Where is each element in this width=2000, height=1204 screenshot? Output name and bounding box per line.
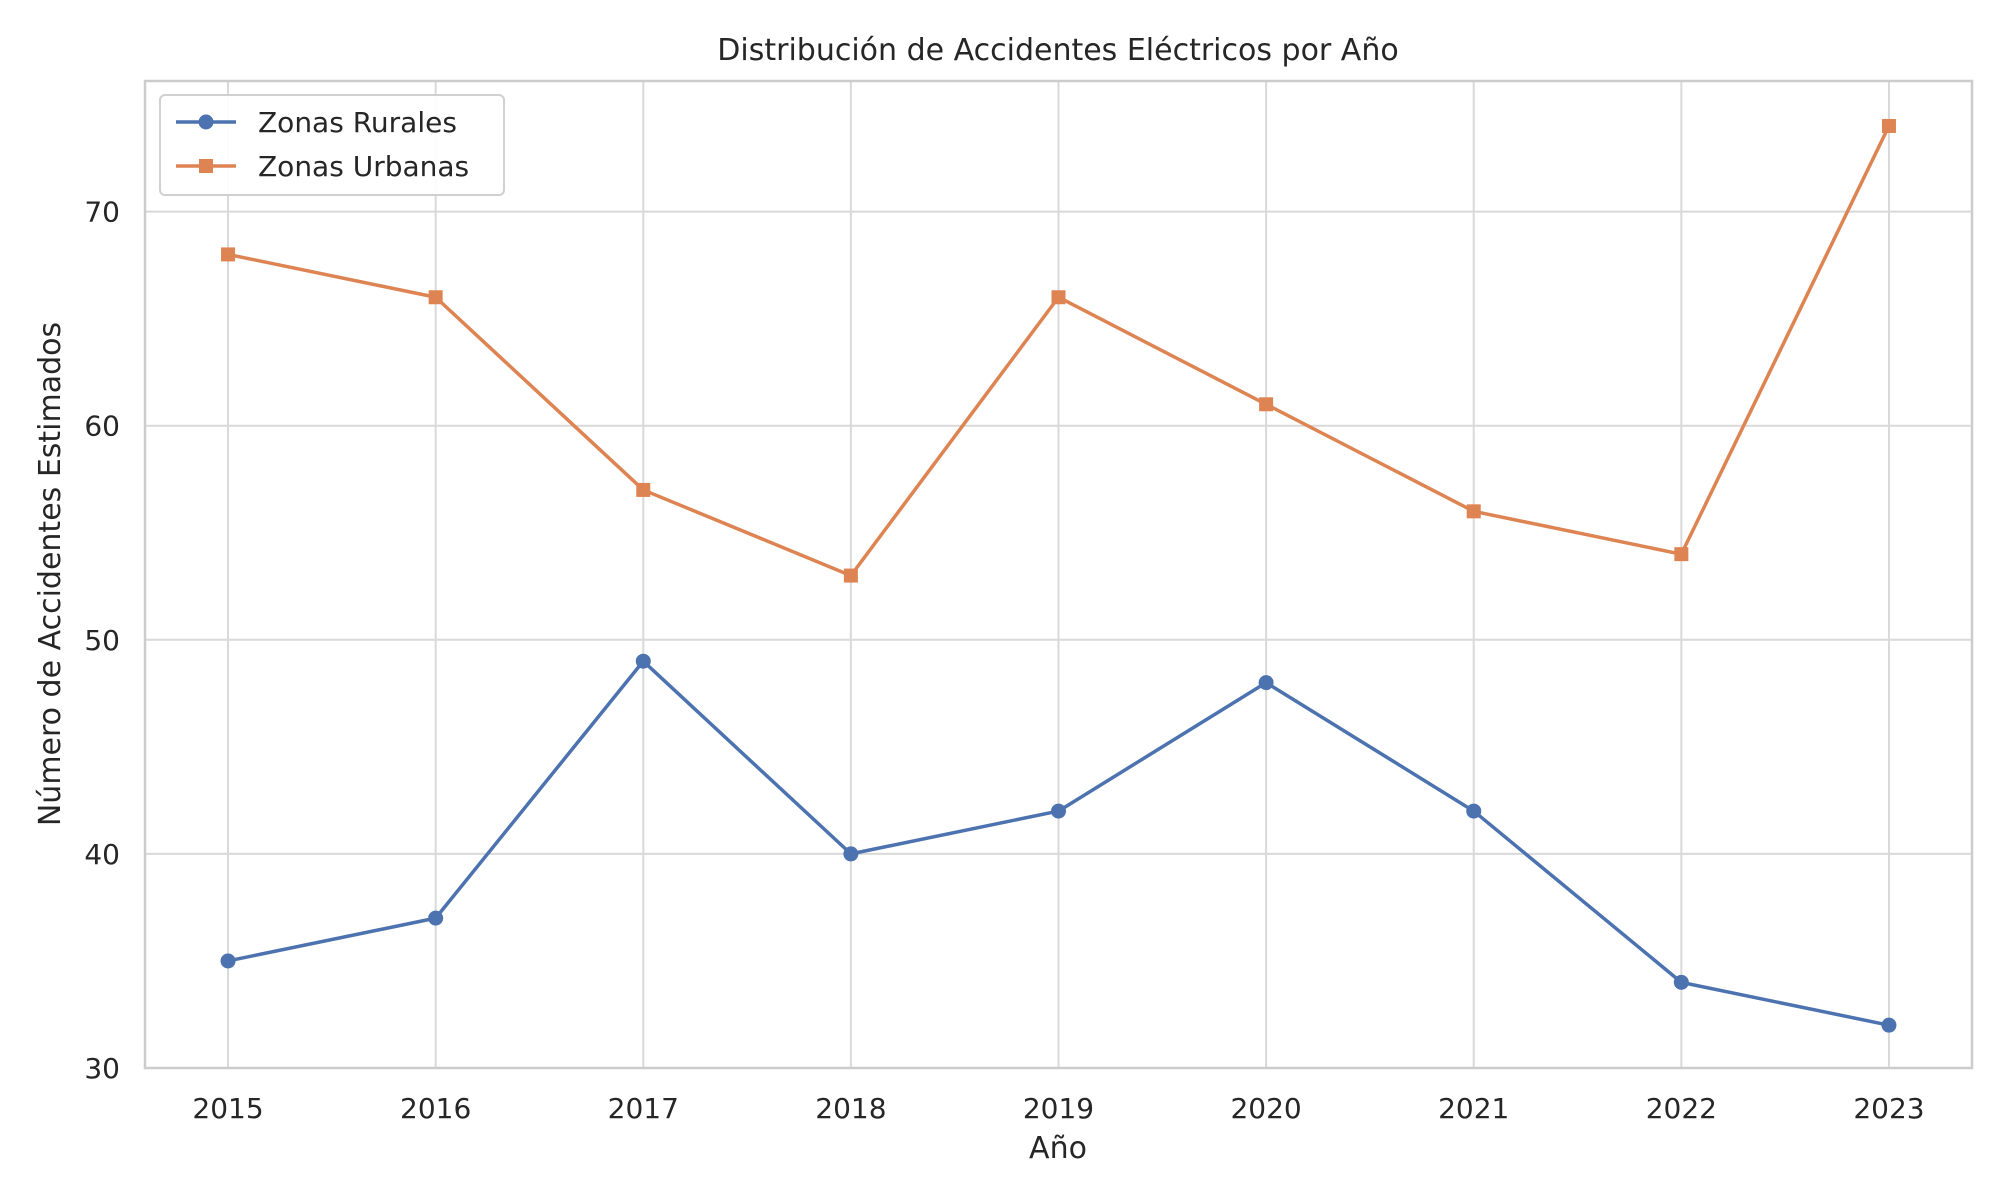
- data-point: [1466, 504, 1481, 519]
- x-tick-label: 2023: [1853, 1092, 1924, 1125]
- y-tick-label: 70: [84, 196, 120, 229]
- x-tick-label: 2016: [400, 1092, 471, 1125]
- x-tick-label: 2019: [1023, 1092, 1094, 1125]
- y-tick-label: 60: [84, 410, 120, 443]
- axes: 2015 2016 2017 2018 2019 2020 2021 2022 2023 30 40…: [84, 79, 1974, 1125]
- legend: Zonas Rurales Zonas Urbanas: [159, 94, 505, 196]
- x-tick-label: 2021: [1438, 1092, 1509, 1125]
- data-point: [843, 846, 859, 862]
- legend-marker: [199, 159, 213, 173]
- legend-label: Zonas Urbanas: [258, 150, 469, 183]
- y-axis-label: Número de Accidentes Estimados: [33, 322, 68, 826]
- x-tick-label: 2022: [1646, 1092, 1717, 1125]
- data-point: [221, 247, 236, 262]
- data-point: [1051, 803, 1066, 819]
- legend-marker: [198, 114, 214, 130]
- y-tick-label: 50: [84, 624, 120, 657]
- data-point: [428, 910, 444, 926]
- series-layer: [220, 118, 1897, 1033]
- x-tick-label: 2017: [608, 1092, 679, 1125]
- y-tick-label: 40: [84, 838, 120, 871]
- chart-title: Distribución de Accidentes Eléctricos po…: [717, 33, 1398, 68]
- data-point: [843, 568, 858, 583]
- data-point: [1259, 397, 1274, 412]
- data-point: [1881, 118, 1896, 133]
- data-point: [1466, 803, 1482, 819]
- legend-box: [159, 94, 505, 196]
- x-axis-label: Año: [1029, 1131, 1087, 1166]
- y-tick-label: 30: [84, 1052, 120, 1085]
- data-point: [428, 290, 443, 305]
- data-point: [636, 482, 651, 497]
- plot-frame: [143, 79, 1974, 1070]
- data-point: [1673, 974, 1689, 990]
- x-tick-label: 2018: [815, 1092, 886, 1125]
- data-point: [635, 653, 651, 669]
- grid-lines: [145, 81, 1972, 1069]
- data-point: [1258, 675, 1274, 691]
- data-point: [1674, 547, 1689, 562]
- data-point: [220, 953, 236, 969]
- legend-label: Zonas Rurales: [258, 106, 457, 139]
- data-point: [1051, 290, 1066, 305]
- data-point: [1881, 1017, 1897, 1033]
- x-tick-label: 2020: [1230, 1092, 1301, 1125]
- x-tick-label: 2015: [192, 1092, 263, 1125]
